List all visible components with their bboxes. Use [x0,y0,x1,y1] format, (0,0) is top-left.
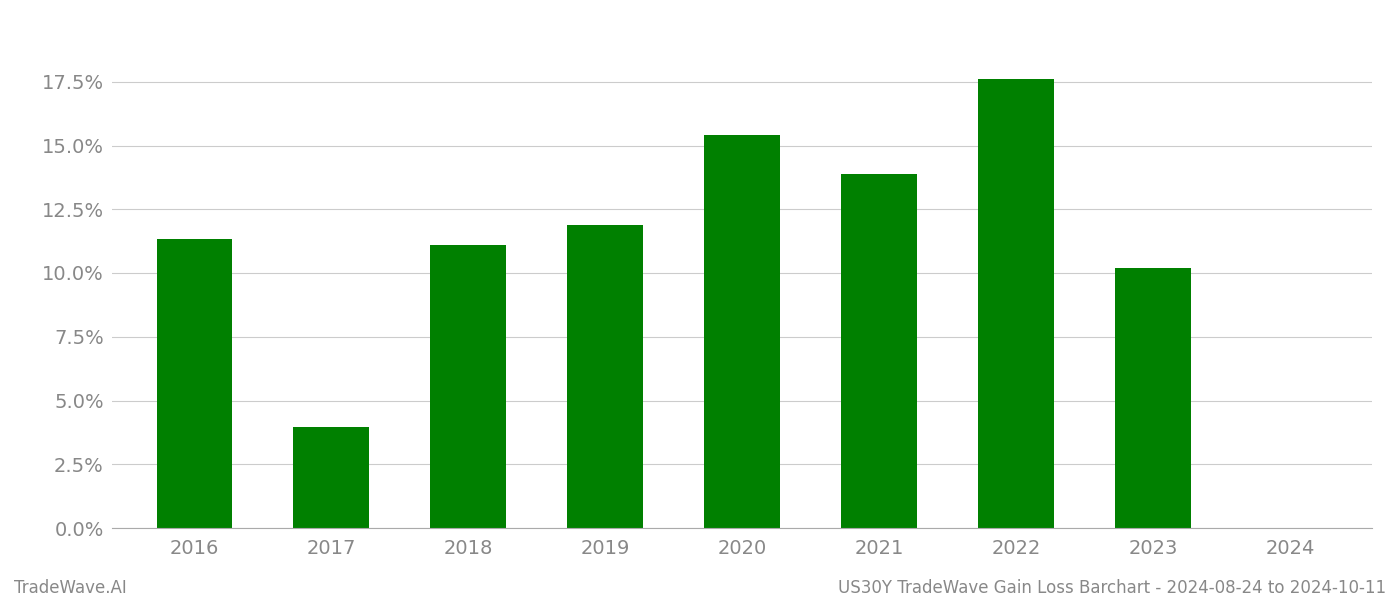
Bar [567,224,643,528]
Bar [157,239,232,528]
Bar [1116,268,1190,528]
Bar [841,173,917,528]
Text: US30Y TradeWave Gain Loss Barchart - 2024-08-24 to 2024-10-11: US30Y TradeWave Gain Loss Barchart - 202… [837,579,1386,597]
Bar [704,135,780,528]
Bar [430,245,505,528]
Bar [979,79,1054,528]
Bar [294,427,368,528]
Text: TradeWave.AI: TradeWave.AI [14,579,127,597]
